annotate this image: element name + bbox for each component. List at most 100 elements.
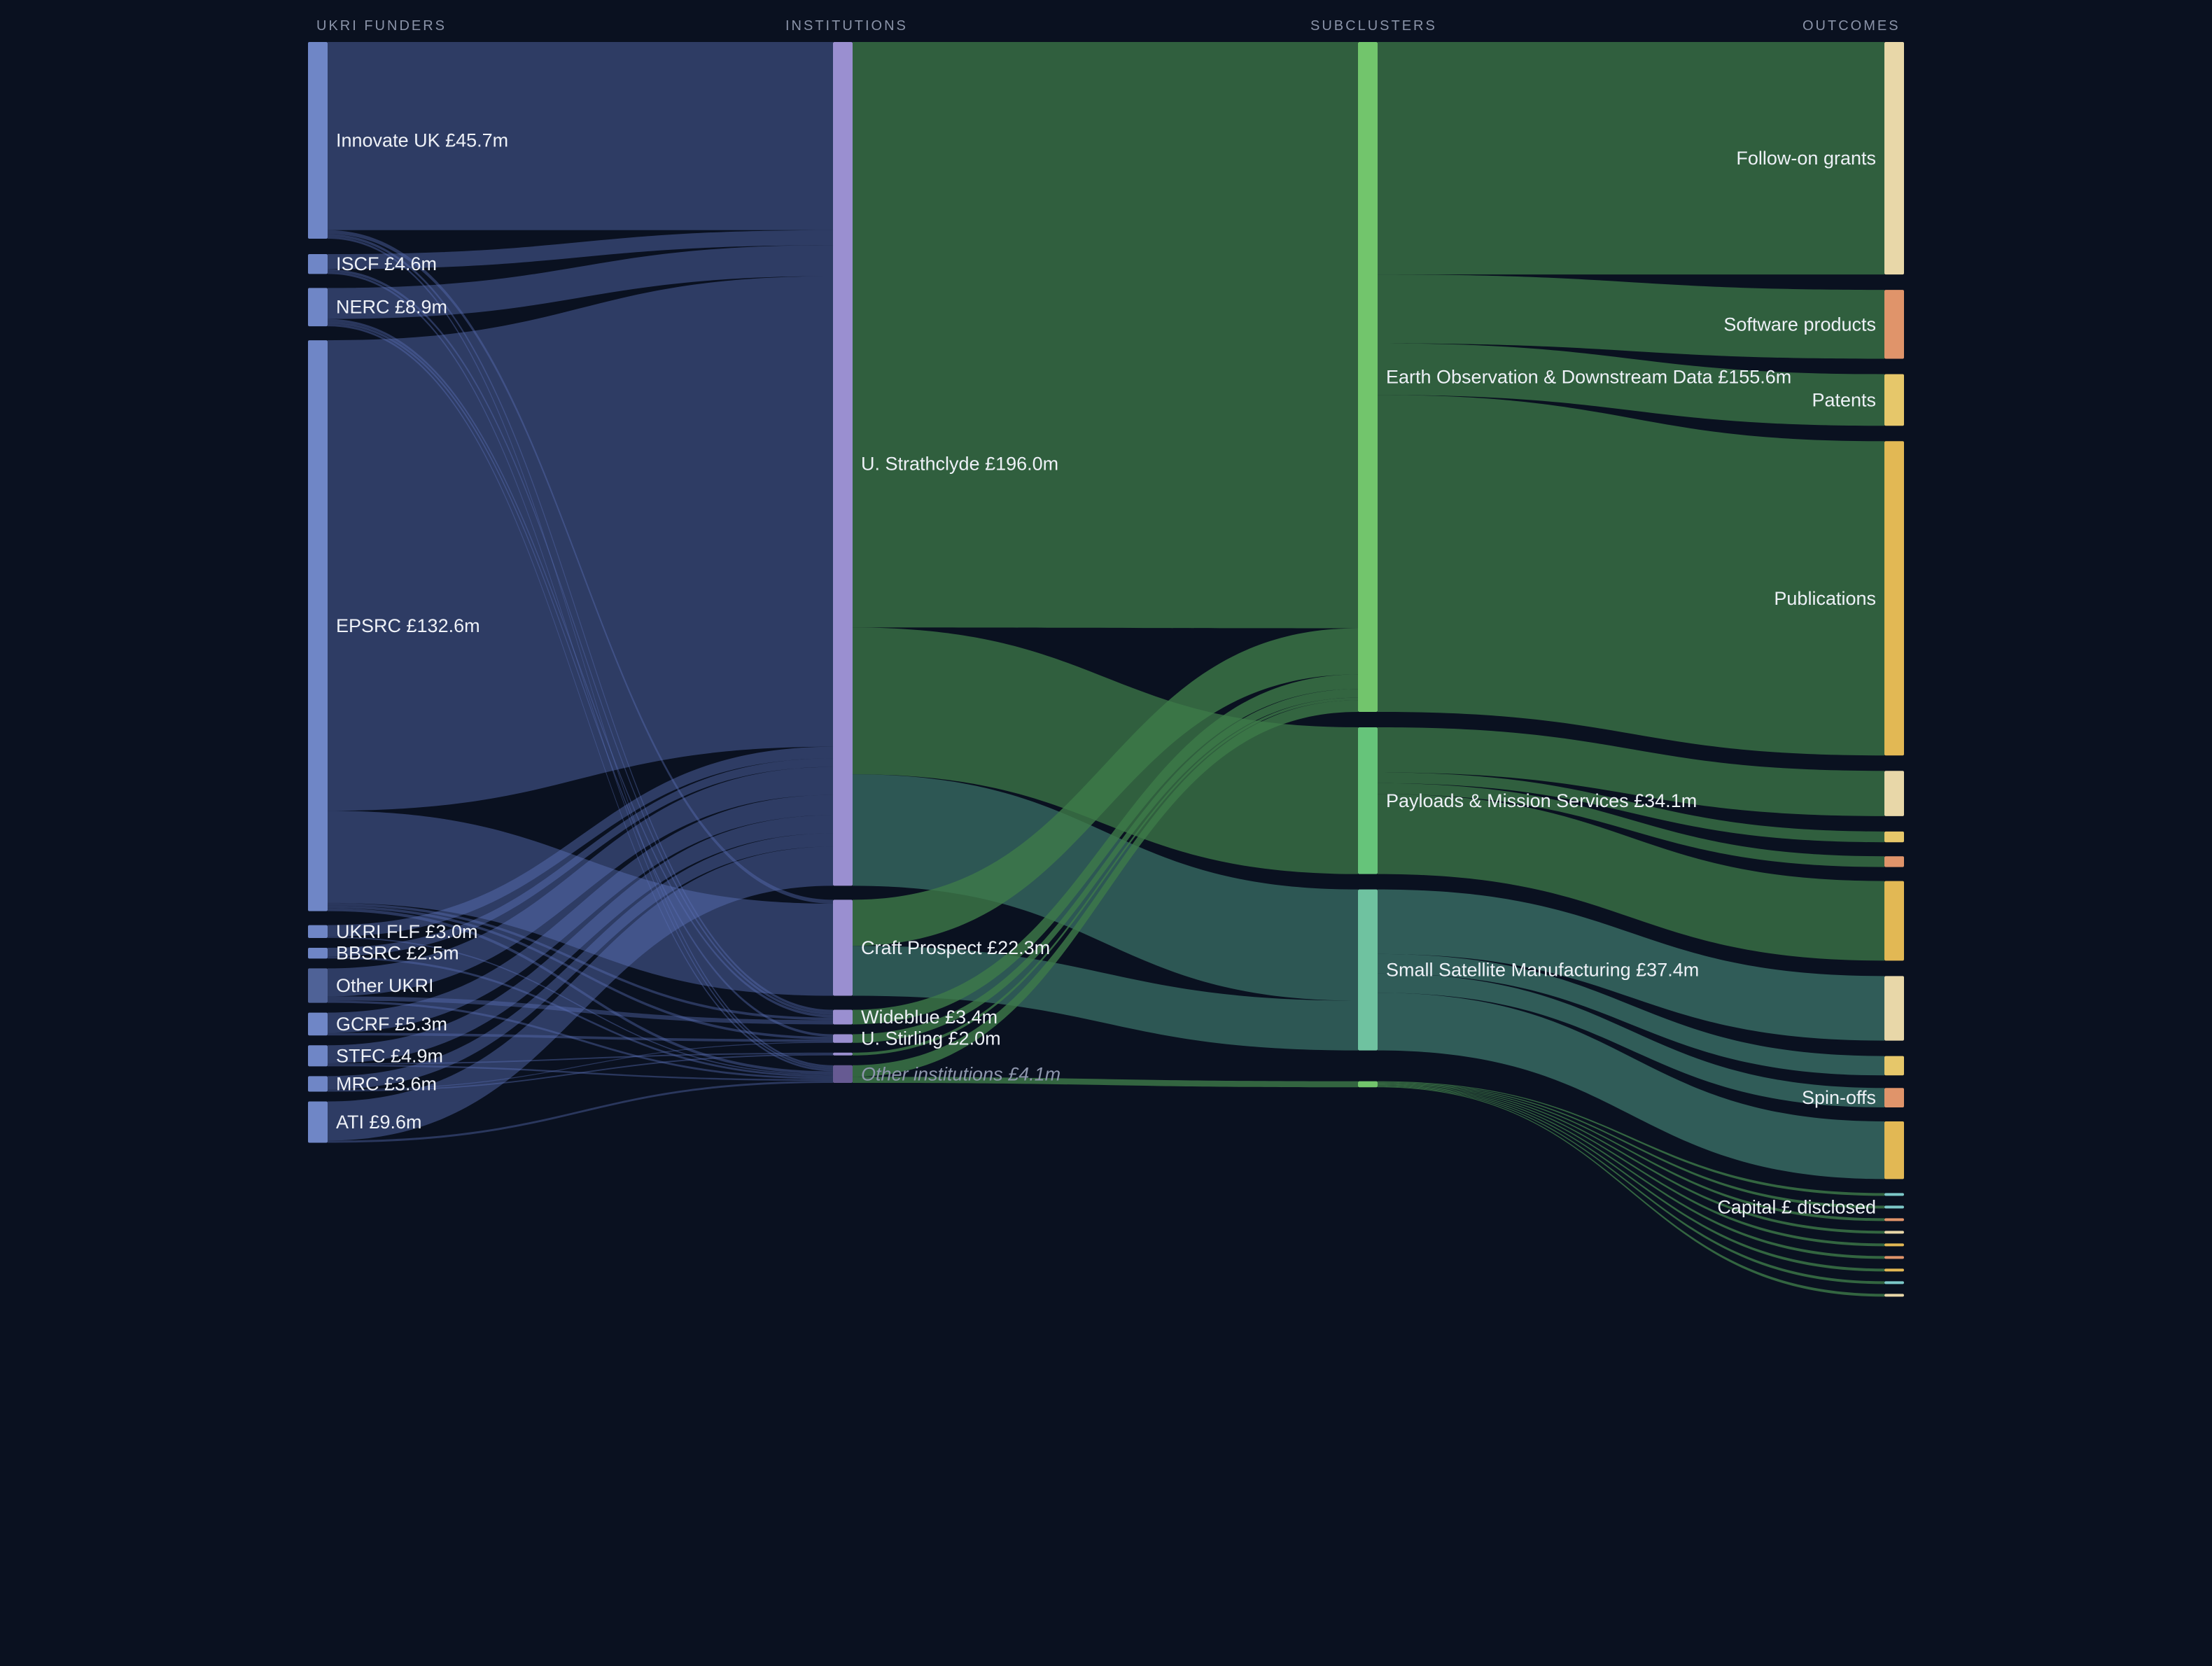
sankey-node-c3[interactable] (1884, 1218, 1904, 1222)
sankey-label-otherinst: Other institutions £4.1m (861, 1063, 1060, 1084)
sankey-link-craft-to-smallsat (853, 946, 1358, 1051)
sankey-link-mrc-to-stirling (328, 1042, 833, 1091)
sankey-node-p_pat[interactable] (1884, 831, 1904, 843)
sankey-label-smallsat: Small Satellite Manufacturing £37.4m (1386, 960, 1699, 981)
sankey-node-misc[interactable] (1358, 1081, 1378, 1088)
sankey-node-p_pub[interactable] (1884, 881, 1904, 961)
sankey-node-c6[interactable] (1884, 1256, 1904, 1259)
sankey-link-mrc-to-strath (328, 833, 833, 1090)
sankey-link-stfc-to-tiny (328, 1052, 833, 1065)
sankey-label-iscf: ISCF £4.6m (336, 253, 437, 274)
sankey-node-innovate[interactable] (308, 42, 328, 239)
sankey-link-epsrc-to-otherinst (328, 908, 833, 1074)
sankey-node-c9[interactable] (1884, 1294, 1904, 1297)
sankey-node-stfc[interactable] (308, 1045, 328, 1067)
sankey-link-misc-to-c4 (1378, 1083, 1884, 1234)
sankey-node-o_follow[interactable] (1884, 42, 1904, 275)
sankey-link-iscf-to-strath (328, 230, 833, 270)
sankey-link-other-to-wideblue (328, 996, 833, 1025)
sankey-link-iscf-to-wideblue (328, 269, 833, 1015)
sankey-node-nerc[interactable] (308, 288, 328, 327)
sankey-link-strath-to-eo (853, 42, 1358, 629)
sankey-node-epsrc[interactable] (308, 340, 328, 911)
sankey-link-flf-to-strath (328, 746, 833, 937)
sankey-link-bbsrc-to-otherinst (328, 956, 833, 1077)
sankey-node-s_spin[interactable] (1884, 1088, 1904, 1107)
sankey-link-tiny-to-eo (853, 697, 1358, 1056)
sankey-node-c1[interactable] (1884, 1193, 1904, 1196)
sankey-node-tiny[interactable] (833, 1052, 853, 1056)
sankey-node-mrc[interactable] (308, 1076, 328, 1092)
sankey-nodes (308, 42, 1904, 1297)
sankey-node-smallsat[interactable] (1358, 889, 1378, 1051)
sankey-link-innovate-to-strath (328, 42, 833, 230)
sankey-link-smallsat-to-s_spin (1378, 973, 1884, 1107)
sankey-link-stirling-to-eo (853, 689, 1358, 1043)
sankey-node-o_pub[interactable] (1884, 441, 1904, 756)
sankey-link-stfc-to-otherinst (328, 1064, 833, 1082)
sankey-link-otherinst-to-misc (853, 1077, 1358, 1088)
sankey-node-otherinst[interactable] (833, 1065, 853, 1083)
sankey-node-c4[interactable] (1884, 1231, 1904, 1234)
sankey-link-innovate-to-wideblue (328, 234, 833, 1013)
sankey-node-gcrf[interactable] (308, 1012, 328, 1036)
sankey-label-bbsrc: BBSRC £2.5m (336, 943, 459, 964)
sankey-node-flf[interactable] (308, 925, 328, 939)
sankey-link-eo-to-o_pat (1378, 343, 1884, 426)
sankey-node-c2[interactable] (1884, 1205, 1904, 1209)
sankey-node-stirling[interactable] (833, 1034, 853, 1043)
sankey-label-c2: Capital £ disclosed (1717, 1196, 1876, 1217)
sankey-link-smallsat-to-s_follow (1378, 889, 1884, 1041)
sankey-link-misc-to-c8 (1378, 1086, 1884, 1284)
sankey-label-gcrf: GCRF £5.3m (336, 1014, 447, 1035)
sankey-link-misc-to-c7 (1378, 1085, 1884, 1272)
sankey-label-payload: Payloads & Mission Services £34.1m (1386, 790, 1697, 811)
sankey-link-flf-to-otherinst (328, 937, 833, 1076)
sankey-link-craft-to-eo (853, 628, 1358, 946)
sankey-link-misc-to-c1 (1378, 1081, 1884, 1196)
sankey-label-ati: ATI £9.6m (336, 1112, 422, 1133)
sankey-node-p_follow[interactable] (1884, 771, 1904, 816)
sankey-link-iscf-to-otherinst (328, 272, 833, 1070)
sankey-label-eo: Earth Observation & Downstream Data £155… (1386, 366, 1791, 387)
column-header-outcomes: OUTCOMES (1802, 18, 1900, 34)
sankey-link-bbsrc-to-strath (328, 758, 833, 957)
sankey-label-nerc: NERC £8.9m (336, 297, 447, 318)
sankey-node-strath[interactable] (833, 42, 853, 886)
sankey-label-o_pat: Patents (1812, 389, 1876, 410)
sankey-label-flf: UKRI FLF £3.0m (336, 921, 478, 942)
sankey-node-eo[interactable] (1358, 42, 1378, 712)
sankey-label-innovate: Innovate UK £45.7m (336, 130, 508, 151)
sankey-label-stirling: U. Stirling £2.0m (861, 1028, 1001, 1049)
sankey-labels: Innovate UK £45.7m ISCF £4.6m NERC £8.9m EP… (336, 130, 1876, 1218)
sankey-node-c7[interactable] (1884, 1268, 1904, 1272)
sankey-label-stfc: STFC £4.9m (336, 1045, 443, 1066)
sankey-links (328, 42, 1884, 1297)
sankey-node-c5[interactable] (1884, 1243, 1904, 1247)
sankey-node-payload[interactable] (1358, 727, 1378, 874)
sankey-link-payload-to-p_follow (1378, 727, 1884, 816)
sankey-link-mrc-to-tiny (328, 1054, 833, 1092)
sankey-node-p_soft[interactable] (1884, 856, 1904, 867)
sankey-node-wideblue[interactable] (833, 1009, 853, 1025)
sankey-node-s_follow[interactable] (1884, 976, 1904, 1041)
sankey-label-o_soft: Software products (1723, 314, 1876, 335)
sankey-node-ati[interactable] (308, 1101, 328, 1143)
sankey-node-s_pat[interactable] (1884, 1056, 1904, 1076)
sankey-link-misc-to-c9 (1378, 1086, 1884, 1297)
sankey-node-s_pub[interactable] (1884, 1121, 1904, 1180)
sankey-label-o_pub: Publications (1774, 588, 1876, 609)
sankey-node-c8[interactable] (1884, 1281, 1904, 1284)
sankey-link-nerc-to-wideblue (328, 318, 833, 1018)
sankey-node-o_soft[interactable] (1884, 290, 1904, 359)
sankey-node-bbsrc[interactable] (308, 948, 328, 959)
sankey-link-eo-to-o_follow (1378, 42, 1884, 275)
sankey-link-payload-to-p_pub (1378, 794, 1884, 961)
sankey-link-smallsat-to-s_pat (1378, 953, 1884, 1076)
sankey-node-other[interactable] (308, 968, 328, 1003)
sankey-label-strath: U. Strathclyde £196.0m (861, 454, 1058, 475)
sankey-node-craft[interactable] (833, 899, 853, 996)
sankey-node-o_pat[interactable] (1884, 374, 1904, 426)
sankey-node-iscf[interactable] (308, 254, 328, 274)
sankey-link-otherinst-to-eo (853, 700, 1358, 1077)
